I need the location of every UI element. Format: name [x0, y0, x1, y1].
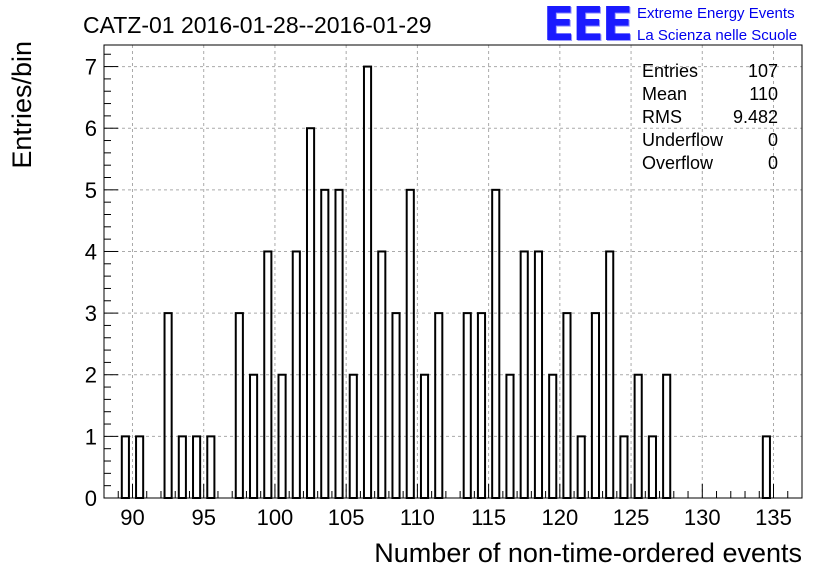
x-tick-label: 120	[541, 505, 578, 530]
histogram-bar	[192, 435, 202, 499]
y-tick-label: 6	[85, 116, 97, 141]
logo-mark: EEE	[543, 0, 633, 51]
chart-title: CATZ-01 2016-01-28--2016-01-29	[83, 12, 432, 38]
plot-frame	[103, 44, 803, 499]
histogram-bar	[462, 312, 472, 500]
histogram-bar	[590, 312, 601, 500]
histogram-bar	[405, 188, 415, 499]
x-tick-label: 95	[191, 505, 215, 530]
x-axis-label: Number of non-time-ordered events	[374, 538, 802, 568]
histogram-bar	[576, 435, 586, 499]
histogram-bar	[647, 435, 657, 499]
histogram-bar	[476, 312, 487, 500]
x-tick-label: 115	[471, 505, 506, 530]
histogram-bar	[163, 312, 173, 500]
x-tick-label: 105	[328, 505, 365, 530]
histogram-bar	[362, 65, 373, 499]
histogram-bar	[619, 435, 629, 499]
histogram-bar	[434, 312, 444, 500]
stats-label: Mean	[642, 84, 687, 104]
stats-label: Overflow	[642, 153, 714, 173]
y-tick-label: 4	[85, 239, 97, 264]
x-tick-label: 90	[120, 505, 144, 530]
histogram-bar	[177, 435, 187, 499]
x-tick-label: 110	[400, 505, 435, 530]
stats-label: Entries	[642, 61, 698, 81]
histogram-bar	[206, 435, 216, 499]
stats-label: Underflow	[642, 130, 724, 150]
grid-lines	[104, 45, 802, 498]
stats-label: RMS	[642, 107, 682, 127]
stats-value: 0	[768, 130, 778, 150]
stats-value: 0	[768, 153, 778, 173]
logo-line1: Extreme Energy Events	[637, 5, 795, 22]
histogram-bar	[391, 312, 401, 500]
logo-line2: La Scienza nelle Scuole	[637, 27, 798, 44]
histogram-bar	[562, 312, 572, 500]
histogram-bar	[491, 188, 501, 499]
y-tick-label: 5	[85, 178, 97, 203]
histogram-bar	[761, 435, 771, 499]
histogram-bar	[135, 435, 145, 499]
x-tick-label: 125	[613, 505, 650, 530]
y-tick-label: 3	[85, 301, 97, 326]
histogram-bar	[120, 435, 130, 499]
stats-value: 9.482	[733, 107, 778, 127]
histogram-bar	[334, 188, 344, 499]
y-tick-label: 0	[85, 486, 97, 511]
y-tick-label: 1	[85, 424, 97, 449]
histogram-bar	[320, 188, 330, 499]
stats-value: 110	[749, 84, 778, 104]
stats-value: 107	[748, 61, 778, 81]
x-tick-label: 100	[257, 505, 294, 530]
axis-ticks: 90 95 100 105 110 115 120 125 130 135 0 1 2 3 4 5 6 7	[85, 53, 803, 530]
x-tick-label: 130	[684, 505, 721, 530]
y-tick-label: 2	[85, 363, 97, 388]
stats-box: Entries 107 Mean 110 RMS 9.482 Underflow 0 Overf…	[642, 61, 778, 173]
plot-frame-rect	[103, 44, 803, 499]
y-axis-label: Entries/bin	[7, 41, 37, 169]
histogram-bar	[234, 312, 244, 500]
y-tick-label: 7	[85, 55, 97, 80]
x-tick-label: 135	[755, 505, 792, 530]
